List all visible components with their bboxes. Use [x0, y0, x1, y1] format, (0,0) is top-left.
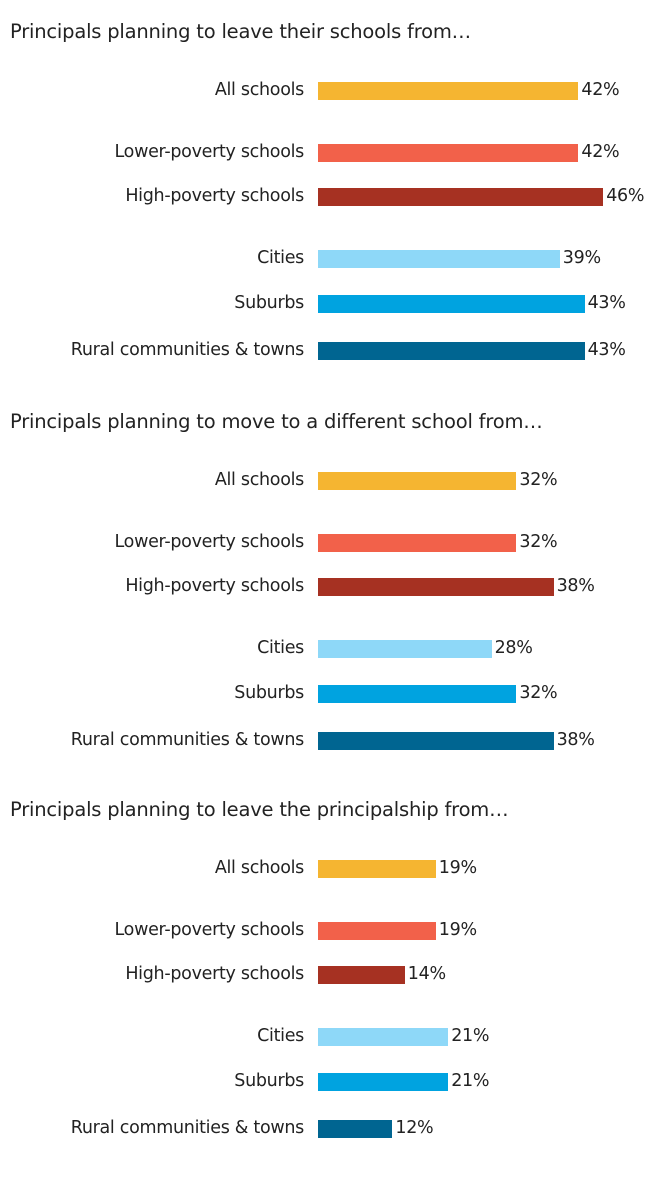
category-label: High-poverty schools	[125, 964, 304, 984]
value-label: 43%	[587, 293, 626, 313]
bar-row-all-schools: All schools 19%	[0, 858, 657, 878]
category-label: All schools	[214, 858, 304, 878]
category-label: All schools	[214, 470, 304, 490]
bar-row-rural-communities-and-towns: Rural communities & towns 12%	[0, 1118, 657, 1138]
value-label: 42%	[581, 80, 620, 100]
category-label: High-poverty schools	[125, 186, 304, 206]
category-label: Rural communities & towns	[70, 340, 305, 360]
bar-row-high-poverty-schools: High-poverty schools 38%	[0, 576, 657, 596]
bar-row-suburbs: Suburbs 21%	[0, 1071, 657, 1091]
bar-lower-poverty-schools	[318, 534, 517, 552]
value-label: 38%	[556, 576, 595, 596]
category-label: Suburbs	[234, 683, 304, 703]
category-label: All schools	[214, 80, 304, 100]
bar-row-cities: Cities 21%	[0, 1026, 657, 1046]
value-label: 21%	[451, 1071, 490, 1091]
bar-high-poverty-schools	[318, 578, 554, 596]
bar-suburbs	[318, 295, 585, 313]
chart-title: Principals planning to move to a differe…	[10, 410, 543, 433]
bar-high-poverty-schools	[318, 966, 405, 984]
bar-lower-poverty-schools	[318, 144, 579, 162]
category-label: Suburbs	[234, 293, 304, 313]
category-label: High-poverty schools	[125, 576, 304, 596]
category-label: Suburbs	[234, 1071, 304, 1091]
category-label: Cities	[257, 638, 304, 658]
bar-rural-communities-and-towns	[318, 732, 554, 750]
value-label: 43%	[587, 340, 626, 360]
value-label: 39%	[562, 248, 601, 268]
bar-row-suburbs: Suburbs 32%	[0, 683, 657, 703]
value-label: 32%	[519, 470, 558, 490]
bar-row-suburbs: Suburbs 43%	[0, 293, 657, 313]
category-label: Lower-poverty schools	[114, 142, 305, 162]
category-label: Rural communities & towns	[70, 1118, 305, 1138]
category-label: Rural communities & towns	[70, 730, 305, 750]
value-label: 38%	[556, 730, 595, 750]
value-label: 14%	[407, 964, 446, 984]
bar-row-cities: Cities 28%	[0, 638, 657, 658]
bar-row-lower-poverty-schools: Lower-poverty schools 42%	[0, 142, 657, 162]
bar-cities	[318, 250, 560, 268]
bar-row-all-schools: All schools 32%	[0, 470, 657, 490]
category-label: Cities	[257, 1026, 304, 1046]
bar-row-cities: Cities 39%	[0, 248, 657, 268]
category-label: Lower-poverty schools	[114, 532, 305, 552]
bar-row-high-poverty-schools: High-poverty schools 46%	[0, 186, 657, 206]
chart-title: Principals planning to leave the princip…	[10, 798, 509, 821]
category-label: Lower-poverty schools	[114, 920, 305, 940]
value-label: 28%	[494, 638, 533, 658]
bar-high-poverty-schools	[318, 188, 604, 206]
bar-rural-communities-and-towns	[318, 1120, 393, 1138]
value-label: 32%	[519, 683, 558, 703]
bar-all-schools	[318, 472, 517, 490]
bar-suburbs	[318, 685, 517, 703]
bar-rural-communities-and-towns	[318, 342, 585, 360]
bar-lower-poverty-schools	[318, 922, 436, 940]
bar-row-lower-poverty-schools: Lower-poverty schools 19%	[0, 920, 657, 940]
bar-row-lower-poverty-schools: Lower-poverty schools 32%	[0, 532, 657, 552]
value-label: 42%	[581, 142, 620, 162]
bar-row-rural-communities-and-towns: Rural communities & towns 38%	[0, 730, 657, 750]
bar-all-schools	[318, 860, 436, 878]
value-label: 32%	[519, 532, 558, 552]
bar-all-schools	[318, 82, 579, 100]
value-label: 19%	[438, 920, 477, 940]
value-label: 19%	[438, 858, 477, 878]
bar-suburbs	[318, 1073, 449, 1091]
bar-row-high-poverty-schools: High-poverty schools 14%	[0, 964, 657, 984]
value-label: 12%	[395, 1118, 434, 1138]
bar-cities	[318, 1028, 449, 1046]
value-label: 46%	[606, 186, 645, 206]
category-label: Cities	[257, 248, 304, 268]
bar-row-rural-communities-and-towns: Rural communities & towns 43%	[0, 340, 657, 360]
value-label: 21%	[451, 1026, 490, 1046]
chart-title: Principals planning to leave their schoo…	[10, 20, 471, 43]
bar-cities	[318, 640, 492, 658]
bar-row-all-schools: All schools 42%	[0, 80, 657, 100]
